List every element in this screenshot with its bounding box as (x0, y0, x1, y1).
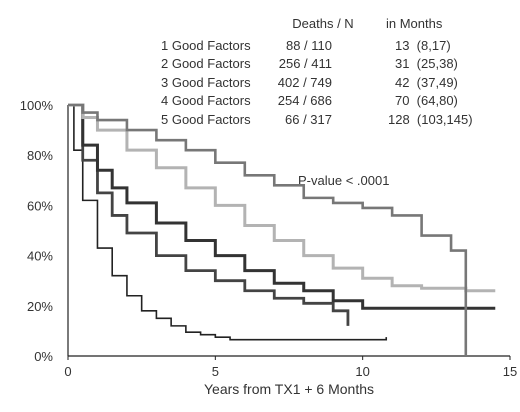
summary-table: Deaths / N in Months 1 Good Factors 88 /… (161, 16, 473, 127)
x-tick-labels: 0 5 10 15 (64, 356, 517, 379)
y-tick-label: 60% (27, 198, 53, 213)
survival-curve-1 (68, 104, 388, 341)
y-tick-label: 20% (27, 299, 53, 314)
table-row-deaths: 66 / 317 (285, 112, 332, 127)
survival-curve-5 (68, 103, 468, 356)
table-row-deaths: 254 / 686 (278, 93, 332, 108)
y-tick-labels: 0% 20% 40% 60% 80% 100% (20, 98, 54, 364)
table-row-label: 4 Good Factors (161, 93, 251, 108)
table-row-months: 13 (8,17) (395, 38, 451, 53)
y-tick-label: 40% (27, 249, 53, 264)
table-row-deaths: 256 / 411 (279, 56, 332, 71)
survival-curve-2 (68, 103, 350, 326)
survival-curve-3 (68, 103, 496, 310)
survival-curves (68, 103, 496, 356)
table-row-months: 42 (37,49) (395, 75, 458, 90)
y-tick-label: 100% (20, 98, 54, 113)
x-tick-label: 0 (64, 364, 71, 379)
table-row-label: 1 Good Factors (161, 38, 251, 53)
table-row-label: 2 Good Factors (161, 56, 251, 71)
table-row-months: 128 (103,145) (388, 112, 473, 127)
table-row-months: 70 (64,80) (395, 93, 458, 108)
table-header-deaths: Deaths / N (292, 16, 353, 31)
p-value-annotation: P-value < .0001 (298, 173, 389, 188)
x-tick-label: 15 (503, 364, 517, 379)
x-axis-label: Years from TX1 + 6 Months (204, 381, 374, 397)
survival-curve-4 (68, 103, 496, 293)
table-row-label: 5 Good Factors (161, 112, 251, 127)
table-row-deaths: 88 / 110 (286, 38, 332, 53)
x-tick-label: 5 (212, 364, 219, 379)
x-tick-label: 10 (355, 364, 369, 379)
table-row-label: 3 Good Factors (161, 75, 251, 90)
chart-axes (67, 105, 510, 357)
table-row-months: 31 (25,38) (395, 56, 458, 71)
y-tick-label: 80% (27, 148, 53, 163)
y-tick-label: 0% (34, 349, 53, 364)
table-header-months: in Months (386, 16, 443, 31)
table-row-deaths: 402 / 749 (278, 75, 332, 90)
